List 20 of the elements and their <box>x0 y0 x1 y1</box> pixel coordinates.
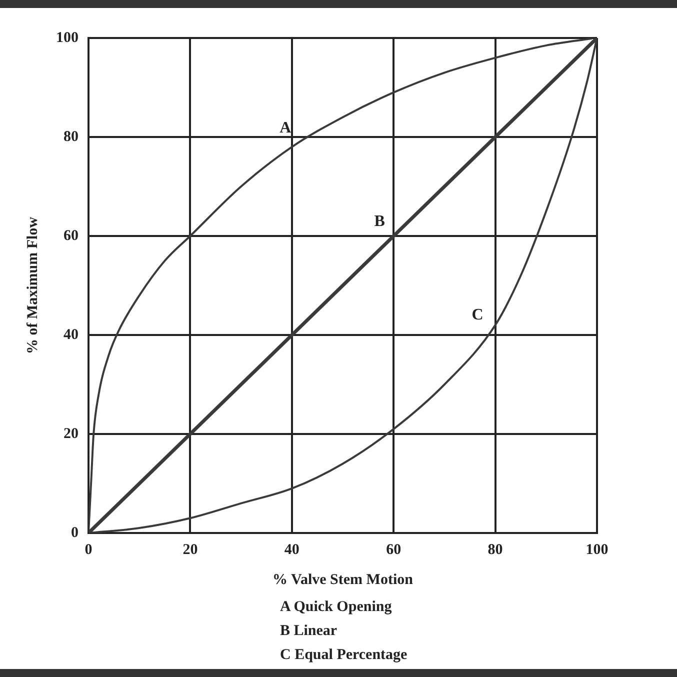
y-tick-label: 80 <box>64 128 78 145</box>
y-tick-label: 20 <box>64 426 78 442</box>
x-tick-label: 80 <box>488 542 503 558</box>
series-label: C <box>472 306 484 324</box>
x-tick-label: 100 <box>586 542 608 558</box>
x-tick-label: 20 <box>182 542 198 558</box>
x-tick-label: 60 <box>386 542 402 558</box>
y-tick-label: 40 <box>64 326 78 343</box>
x-tick-label: 0 <box>84 542 92 558</box>
y-tick-label: 100 <box>56 30 78 46</box>
series-label: A <box>280 120 292 137</box>
series-label: B <box>374 213 386 230</box>
x-axis-title: % Valve Stem Motion <box>272 572 414 588</box>
y-tick-label: 60 <box>64 228 78 244</box>
text: B Linear <box>280 622 338 641</box>
x-tick-label: 40 <box>284 542 300 558</box>
text: C Equal Percentage <box>280 646 408 665</box>
y-tick-label: 0 <box>71 524 78 541</box>
y-axis-title: % of Maximum Flow <box>24 216 41 354</box>
text: A Quick Opening <box>280 598 393 617</box>
